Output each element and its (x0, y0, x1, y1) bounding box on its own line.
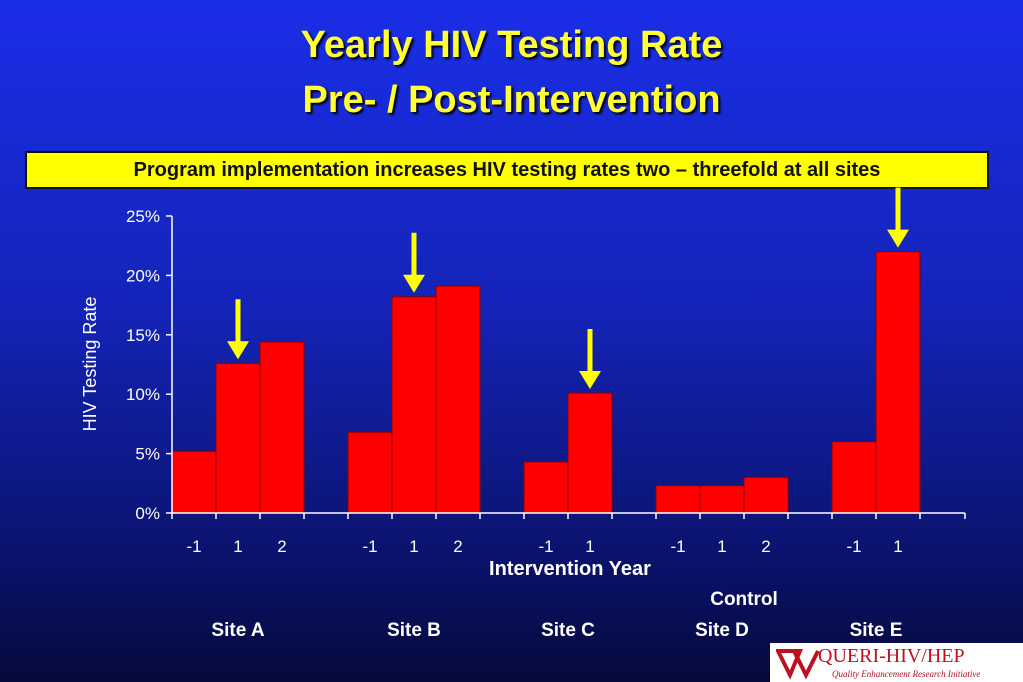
bars-layer (171, 251, 921, 514)
bar-site-e-year--1 (831, 441, 877, 514)
bar-site-d-year--1 (655, 485, 701, 514)
bar-site-c-year--1 (523, 461, 569, 514)
x-tick-label: 2 (761, 537, 770, 556)
slide-title-line-1: Yearly HIV Testing Rate (300, 24, 723, 66)
y-tick-label: 15% (126, 326, 160, 345)
bar-site-a-year--1 (171, 450, 217, 514)
x-tick-label: -1 (670, 537, 685, 556)
bar-site-b-year--1 (347, 431, 393, 514)
x-tick-label: 2 (277, 537, 286, 556)
arrow-head (403, 274, 425, 293)
arrow-head (227, 341, 249, 360)
logo-text: QUERI-HIV/HEP (818, 645, 965, 667)
group-label: Site B (387, 620, 441, 641)
x-tick-label: 1 (233, 537, 242, 556)
x-tick-label: -1 (846, 537, 861, 556)
axes-layer (166, 215, 966, 519)
group-label: Site E (850, 620, 903, 641)
arrows-layer (227, 187, 909, 390)
y-tick-label: 0% (135, 504, 160, 523)
x-axis-label: Intervention Year (489, 558, 651, 580)
bar-site-a-year-1 (215, 362, 261, 514)
x-tick-label: -1 (538, 537, 553, 556)
y-axis-label: HIV Testing Rate (80, 297, 100, 432)
y-tick-label: 5% (135, 445, 160, 464)
callout-banner: Program implementation increases HIV tes… (25, 151, 989, 189)
group-label-prefix: Control (710, 589, 778, 610)
va-logo-icon (776, 649, 820, 680)
logo-subtext: Quality Enhancement Research Initiative (832, 669, 981, 679)
bar-site-c-year-1 (567, 392, 613, 514)
y-tick-label: 25% (126, 207, 160, 226)
bar-site-b-year-2 (435, 285, 481, 514)
slide-title-line-2: Pre- / Post-Intervention (302, 79, 721, 121)
y-tick-label: 10% (126, 385, 160, 404)
x-tick-label: 1 (717, 537, 726, 556)
bar-site-e-year-1 (875, 251, 921, 514)
x-tick-label: 2 (453, 537, 462, 556)
y-tick-label: 20% (126, 266, 160, 285)
bar-site-b-year-1 (391, 296, 437, 514)
labels-layer: 0% 5% 10% 15% 20% 25% HIV Testing Rate -1 1 2 Site… (80, 207, 903, 641)
x-tick-label: -1 (186, 537, 201, 556)
group-label: Site D (695, 620, 749, 641)
bar-site-d-year-1 (699, 485, 745, 514)
group-label: Site C (541, 620, 595, 641)
queri-logo: QUERI-HIV/HEP Quality Enhancement Resear… (770, 643, 1023, 682)
x-tick-label: 1 (893, 537, 902, 556)
group-label: Site A (211, 620, 264, 641)
bar-site-d-year-2 (743, 476, 789, 514)
bar-site-a-year-2 (259, 341, 305, 514)
arrow-head (579, 371, 601, 390)
x-tick-label: -1 (362, 537, 377, 556)
arrow-head (887, 229, 909, 248)
x-tick-label: 1 (409, 537, 418, 556)
x-tick-label: 1 (585, 537, 594, 556)
